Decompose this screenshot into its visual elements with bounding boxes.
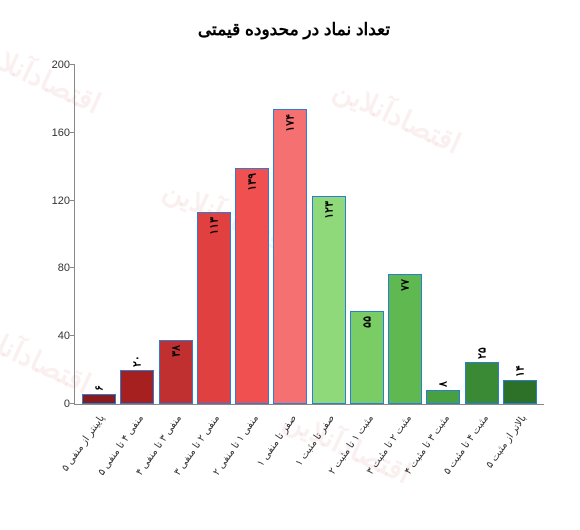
bar-value-label: ۸: [438, 382, 451, 388]
x-tick-label: بالاتر از مثبت ۵: [504, 405, 538, 515]
bar-value-label: ۵۵: [361, 316, 374, 328]
bar: ۱۳۹: [236, 168, 270, 404]
bar-value-label: ۲۰: [132, 355, 145, 367]
chart-title: تعداد نماد در محدوده قیمتی: [40, 20, 550, 40]
y-axis: 04080120160200: [41, 65, 71, 404]
y-tick-label: 40: [41, 330, 71, 342]
bar-value-label: ۲۵: [476, 347, 489, 359]
bar-value-label: ۱۴: [514, 365, 527, 377]
bar: ۱۱۳: [198, 212, 232, 404]
y-tick-label: 200: [41, 59, 71, 71]
bar-wrapper: ۲۵: [466, 65, 500, 404]
bars-group: ۶۲۰۳۸۱۱۳۱۳۹۱۷۴۱۲۳۵۵۷۷۸۲۵۱۴: [76, 65, 545, 404]
bar-wrapper: ۶: [83, 65, 117, 404]
bar: ۲۰: [121, 370, 155, 404]
y-tick-label: 120: [41, 195, 71, 207]
bar: ۱۴: [504, 380, 538, 404]
bar-wrapper: ۱۴: [504, 65, 538, 404]
bar-wrapper: ۱۲۳: [313, 65, 347, 404]
bar-wrapper: ۷۷: [389, 65, 423, 404]
bar-value-label: ۷۷: [400, 279, 413, 291]
bar-value-label: ۱۷۴: [285, 114, 298, 132]
bar-wrapper: ۱۳۹: [236, 65, 270, 404]
bar: ۳۸: [160, 340, 194, 404]
bar-value-label: ۶: [94, 385, 107, 391]
bar: ۸: [427, 390, 461, 404]
y-tick-label: 0: [41, 398, 71, 410]
bar: ۱۷۴: [274, 109, 308, 404]
bar-wrapper: ۳۸: [160, 65, 194, 404]
bar-value-label: ۳۸: [170, 345, 183, 357]
y-tick-label: 160: [41, 127, 71, 139]
chart-container: تعداد نماد در محدوده قیمتی 0 40 80 120 160 20…: [0, 0, 580, 530]
bar-value-label: ۱۲۳: [323, 201, 336, 219]
bar-wrapper: ۸: [427, 65, 461, 404]
bar: ۱۲۳: [313, 196, 347, 404]
bar-wrapper: ۱۱۳: [198, 65, 232, 404]
x-axis-labels: پایینتر از منفی ۵منفی ۴ تا منفی ۵منفی ۳ …: [75, 405, 545, 515]
bar-wrapper: ۱۷۴: [274, 65, 308, 404]
bar-wrapper: ۲۰: [121, 65, 155, 404]
bar-value-label: ۱۱۳: [208, 217, 221, 235]
bar: ۲۵: [466, 362, 500, 404]
bar-wrapper: ۵۵: [351, 65, 385, 404]
y-tick-label: 80: [41, 262, 71, 274]
bar: ۶: [83, 394, 117, 404]
plot-area: 04080120160200 ۶۲۰۳۸۱۱۳۱۳۹۱۷۴۱۲۳۵۵۷۷۸۲۵۱…: [75, 65, 545, 405]
bar: ۵۵: [351, 311, 385, 404]
bar-value-label: ۱۳۹: [247, 173, 260, 191]
bar: ۷۷: [389, 274, 423, 405]
